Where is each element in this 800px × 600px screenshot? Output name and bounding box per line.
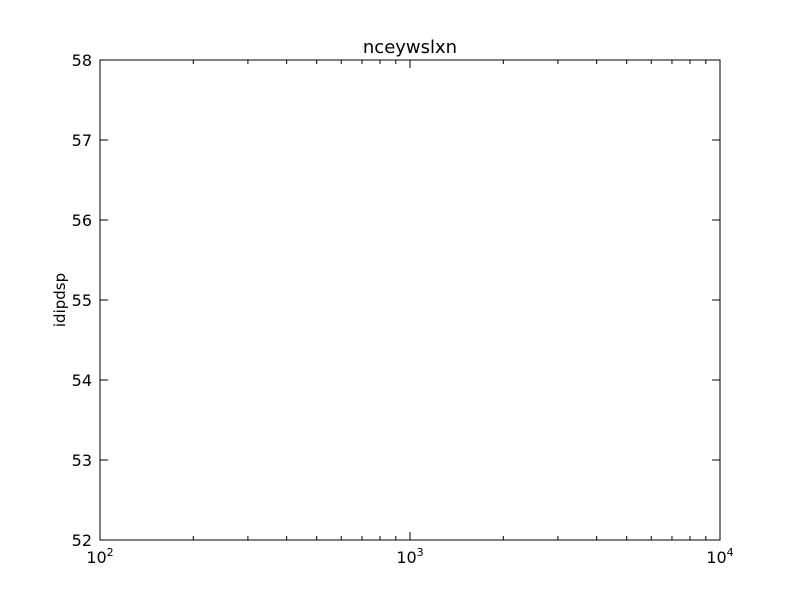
y-tick-label: 52	[72, 531, 92, 550]
y-tick-label: 58	[72, 51, 92, 70]
y-tick-label: 57	[72, 131, 92, 150]
x-tick-label: 102	[86, 546, 113, 567]
x-tick-label: 103	[396, 546, 423, 567]
x-tick-label-exponent: 3	[417, 546, 424, 559]
y-tick-label: 55	[72, 291, 92, 310]
y-tick-label: 53	[72, 451, 92, 470]
x-tick-label-exponent: 2	[107, 546, 114, 559]
x-tick-label-base: 10	[86, 548, 106, 567]
y-axis-label: idipdsp	[51, 273, 69, 327]
chart-title: nceywslxn	[363, 37, 457, 58]
plot-area-frame	[99, 59, 721, 541]
x-tick-label: 104	[706, 546, 733, 567]
x-tick-label-base: 10	[706, 548, 726, 567]
x-tick-label-base: 10	[396, 548, 416, 567]
y-tick-label: 56	[72, 211, 92, 230]
y-tick-label: 54	[72, 371, 92, 390]
x-tick-label-exponent: 4	[727, 546, 734, 559]
